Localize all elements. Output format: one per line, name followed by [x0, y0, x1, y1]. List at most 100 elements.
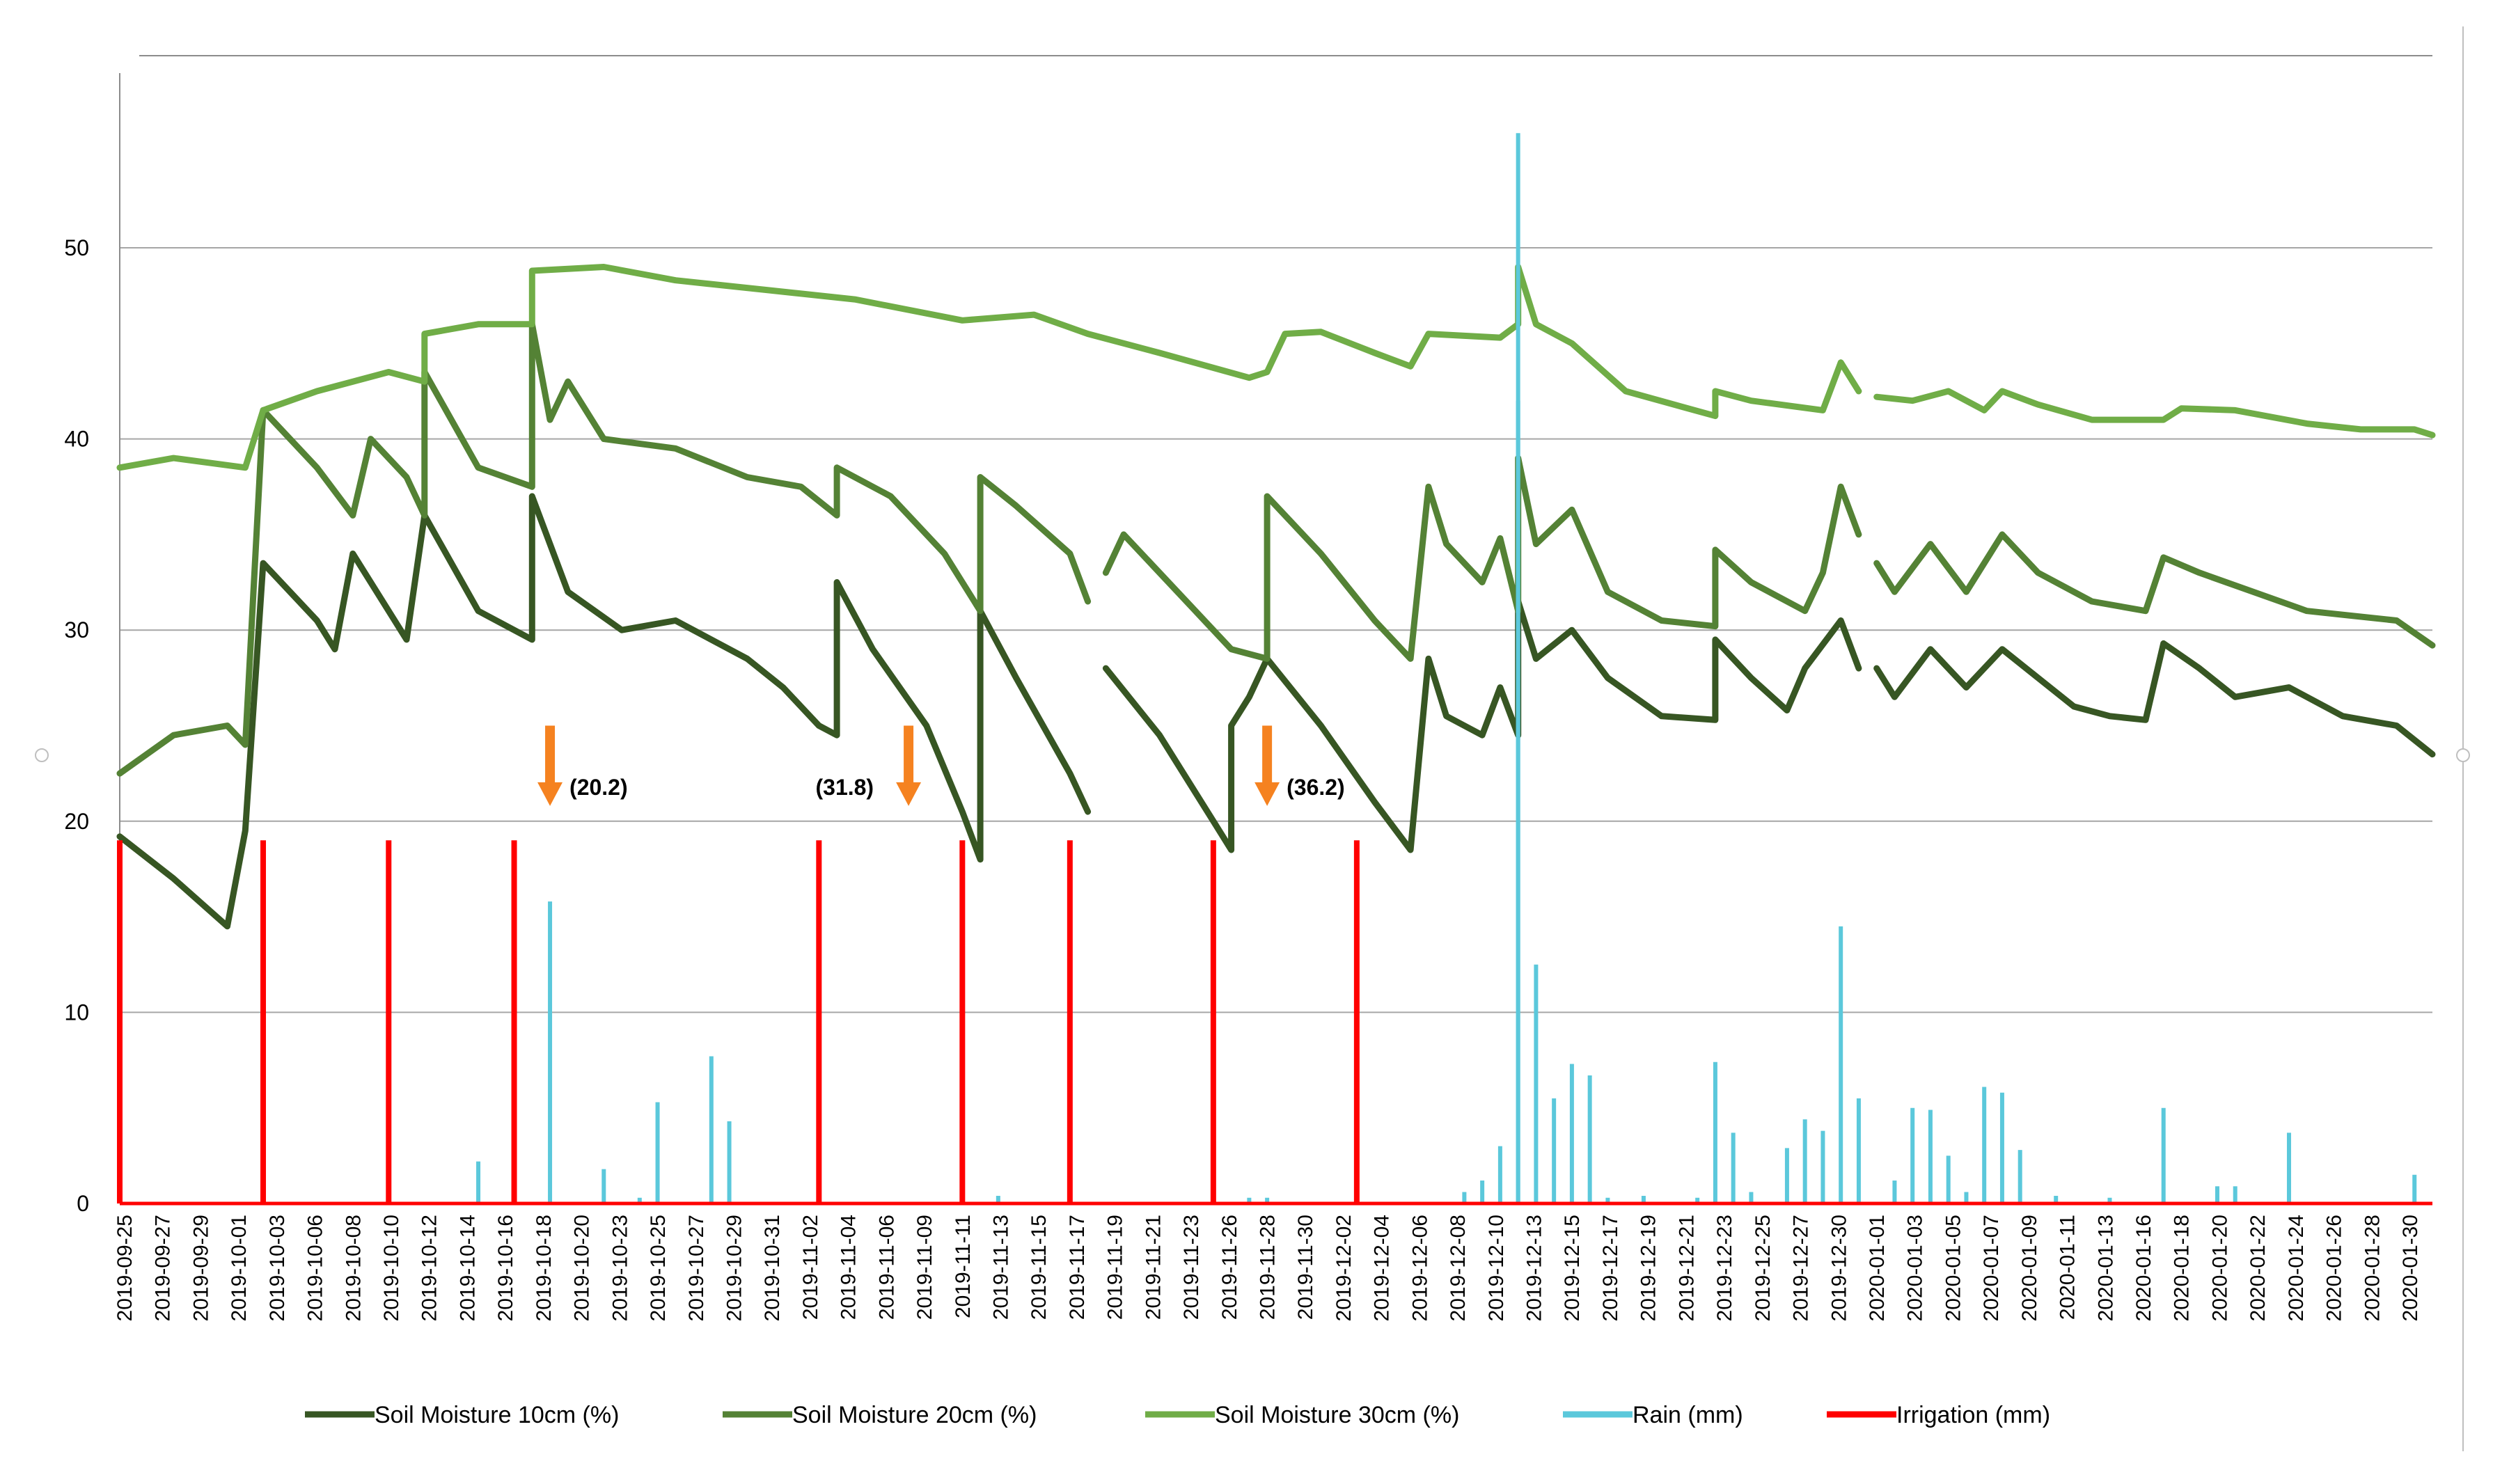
x-tick-label: 2019-11-19	[1104, 1215, 1127, 1320]
x-tick-label: 2019-09-25	[113, 1215, 136, 1321]
legend-label: Soil Moisture 30cm (%)	[1215, 1402, 1459, 1428]
x-tick-label: 2020-01-03	[1904, 1215, 1927, 1321]
x-tick-label: 2019-10-18	[533, 1215, 556, 1321]
series-line-segment	[1873, 531, 2436, 649]
x-tick-label: 2020-01-22	[2247, 1215, 2270, 1321]
legend-entry: Rain (mm)	[1563, 1402, 1743, 1428]
x-tick-labels: 2019-09-25 2019-09-27 2019-09-29 2019-10-01…	[113, 1215, 2422, 1321]
x-tick-label: 2019-10-08	[342, 1215, 365, 1321]
x-tick-label: 2019-10-31	[761, 1215, 784, 1321]
x-tick-label: 2019-11-04	[837, 1215, 860, 1320]
x-tick-label: 2020-01-28	[2361, 1215, 2384, 1321]
annotation-label: (36.2)	[1287, 775, 1345, 800]
x-tick-label: 2019-11-23	[1180, 1215, 1203, 1320]
x-tick-label: 2019-10-10	[380, 1215, 403, 1321]
x-tick-label: 2019-12-25	[1752, 1215, 1775, 1321]
x-tick-label: 2019-11-17	[1066, 1215, 1089, 1320]
y-tick-label: 20	[64, 809, 89, 834]
x-tick-label: 2019-12-06	[1408, 1215, 1431, 1321]
x-tick-label: 2019-12-27	[1790, 1215, 1813, 1321]
x-tick-label: 2020-01-18	[2171, 1215, 2194, 1321]
x-tick-label: 2019-12-08	[1447, 1215, 1470, 1321]
x-tick-label: 2019-12-19	[1637, 1215, 1660, 1321]
x-tick-label: 2019-12-17	[1599, 1215, 1622, 1321]
x-tick-label: 2020-01-24	[2285, 1215, 2308, 1321]
frame-resize-handle-right	[2456, 748, 2470, 762]
x-tick-label: 2019-11-02	[799, 1215, 822, 1320]
x-tick-label: 2019-12-10	[1485, 1215, 1508, 1321]
legend-label: Irrigation (mm)	[1896, 1402, 2050, 1428]
x-tick-label: 2019-10-03	[266, 1215, 289, 1321]
x-tick-label: 2020-01-07	[1980, 1215, 2003, 1321]
x-tick-label: 2020-01-11	[2056, 1215, 2079, 1320]
series-3	[476, 133, 2417, 1203]
x-tick-label: 2019-12-02	[1332, 1215, 1355, 1321]
x-tick-label: 2019-12-30	[1827, 1215, 1850, 1321]
x-tick-label: 2019-11-13	[990, 1215, 1013, 1320]
legend-entry: Soil Moisture 20cm (%)	[723, 1402, 1037, 1428]
y-tick-label: 10	[64, 1000, 89, 1025]
x-tick-label: 2020-01-09	[2018, 1215, 2041, 1321]
x-tick-label: 2019-10-01	[228, 1215, 251, 1321]
legend-entry: Soil Moisture 10cm (%)	[305, 1402, 619, 1428]
x-tick-label: 2019-12-13	[1523, 1215, 1546, 1321]
x-tick-label: 2019-11-09	[913, 1215, 936, 1320]
x-tick-label: 2019-10-23	[608, 1215, 631, 1321]
annotation-arrow-icon	[537, 725, 563, 806]
legend-label: Rain (mm)	[1633, 1402, 1743, 1428]
y-tick-label: 30	[64, 617, 89, 642]
x-tick-label: 2019-10-29	[723, 1215, 746, 1321]
x-tick-label: 2019-10-25	[647, 1215, 670, 1321]
x-tick-label: 2020-01-05	[1942, 1215, 1965, 1321]
x-tick-label: 2019-10-14	[457, 1215, 480, 1321]
x-tick-label: 2019-09-27	[152, 1215, 175, 1321]
series-0	[116, 493, 2436, 930]
series-line-segment	[116, 493, 1092, 930]
y-tick-labels: 0 10 20 30 40 50	[64, 235, 89, 1216]
x-tick-label: 2019-11-28	[1257, 1215, 1280, 1320]
x-tick-label: 2019-11-15	[1028, 1215, 1051, 1320]
x-tick-label: 2019-09-29	[189, 1215, 212, 1321]
series-2	[116, 264, 2436, 471]
y-tick-label: 40	[64, 427, 89, 452]
legend: Soil Moisture 10cm (%) Soil Moisture 20cm…	[305, 1402, 2050, 1428]
series-4	[117, 840, 1360, 1203]
annotations: (20.2) (31.8) (36.2)	[537, 725, 1345, 806]
x-tick-label: 2019-10-06	[304, 1215, 327, 1321]
x-tick-label: 2019-10-16	[494, 1215, 517, 1321]
x-tick-label: 2019-11-21	[1142, 1215, 1165, 1320]
x-tick-label: 2019-11-11	[952, 1215, 975, 1318]
x-tick-label: 2019-12-23	[1713, 1215, 1736, 1321]
x-tick-label: 2019-12-21	[1675, 1215, 1698, 1321]
series-line-segment	[1102, 455, 1862, 662]
frame-resize-handle-left	[35, 748, 49, 762]
x-tick-label: 2019-10-12	[418, 1215, 441, 1321]
x-tick-label: 2019-11-26	[1218, 1215, 1241, 1320]
series-line-segment	[1102, 598, 1862, 853]
x-tick-label: 2019-10-27	[685, 1215, 708, 1321]
legend-label: Soil Moisture 20cm (%)	[792, 1402, 1037, 1428]
legend-entry: Soil Moisture 30cm (%)	[1145, 1402, 1459, 1428]
x-tick-label: 2020-01-30	[2399, 1215, 2422, 1321]
annotation-label: (31.8)	[815, 775, 874, 800]
legend-label: Soil Moisture 10cm (%)	[375, 1402, 619, 1428]
x-tick-label: 2019-12-15	[1561, 1215, 1584, 1321]
x-tick-label: 2019-10-20	[571, 1215, 594, 1321]
x-tick-label: 2019-12-04	[1371, 1215, 1394, 1321]
x-tick-label: 2019-11-30	[1294, 1215, 1317, 1320]
x-tick-label: 2020-01-16	[2132, 1215, 2155, 1321]
x-tick-label: 2020-01-13	[2094, 1215, 2117, 1321]
legend-entry: Irrigation (mm)	[1827, 1402, 2050, 1428]
annotation-arrow-icon	[896, 725, 922, 806]
series-line-segment	[1873, 640, 2436, 758]
y-tick-label: 50	[64, 235, 89, 260]
annotation-arrow-icon	[1254, 725, 1280, 806]
annotation-label: (20.2)	[569, 775, 628, 800]
y-tick-label: 0	[77, 1191, 89, 1216]
x-tick-label: 2019-11-06	[875, 1215, 898, 1320]
series-line-segment	[116, 264, 1862, 471]
x-tick-label: 2020-01-01	[1866, 1215, 1889, 1321]
series-line-segment	[1873, 388, 2436, 439]
x-tick-label: 2020-01-20	[2208, 1215, 2231, 1321]
